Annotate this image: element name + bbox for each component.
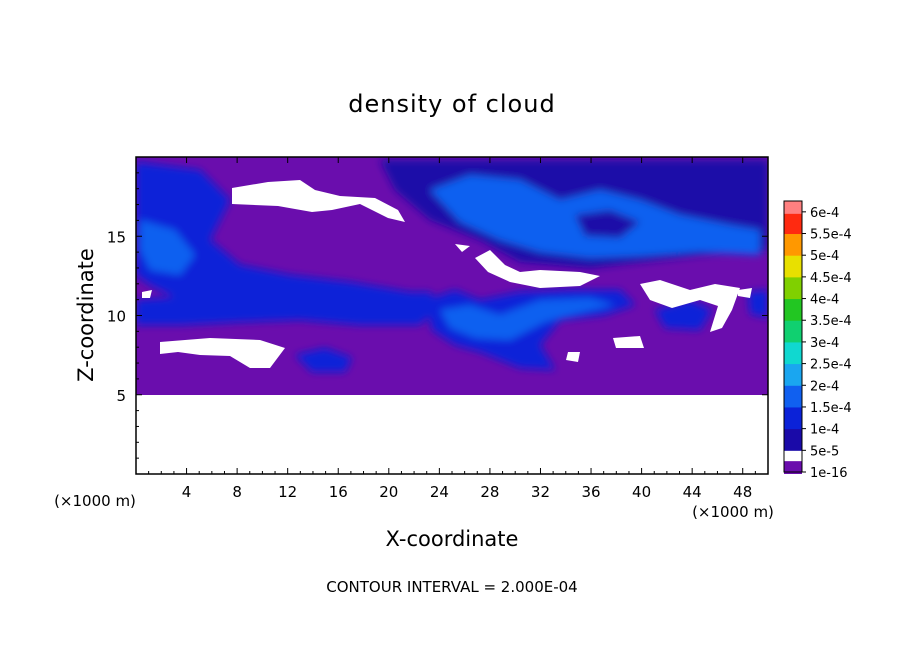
x-tick-label: 8 <box>232 483 242 501</box>
middle-band-contour <box>136 292 440 325</box>
cloud-contours <box>136 160 768 372</box>
colorbar-swatch <box>784 233 802 256</box>
y-axis: 5 10 15 <box>107 172 768 459</box>
right-edge-contour <box>748 290 768 318</box>
no-data-patch <box>142 290 152 298</box>
colorbar-label: 2.5e-4 <box>810 358 852 373</box>
left-band-contour <box>136 162 410 305</box>
no-data-patch <box>738 288 752 298</box>
no-data-patch <box>613 336 644 348</box>
x-tick-label: 20 <box>379 483 398 501</box>
contour-interval-note: CONTOUR INTERVAL = 2.000E-04 <box>326 578 577 596</box>
x-tick-label: 24 <box>430 483 449 501</box>
colorbar-label: 3e-4 <box>810 336 839 351</box>
y-tick-label: 5 <box>116 387 126 405</box>
colorbar-label: 5.5e-4 <box>810 228 852 243</box>
x-tick-label: 44 <box>683 483 702 501</box>
x-tick-label: 48 <box>733 483 752 501</box>
plot-area <box>136 157 768 474</box>
x-unit-left: (×1000 m) <box>54 492 136 510</box>
colorbar-swatch <box>784 385 802 408</box>
colorbar-label: 5e-5 <box>810 444 839 459</box>
colorbar-swatch <box>784 276 802 300</box>
colorbar-label: 6e-4 <box>810 206 839 221</box>
colorbar-swatch <box>784 363 802 386</box>
colorbar-label: 4.5e-4 <box>810 271 852 286</box>
colorbar-label: 3.5e-4 <box>810 314 852 329</box>
colorbar-swatch <box>784 298 802 321</box>
colorbar-label: 2e-4 <box>810 379 839 394</box>
no-data-patch <box>232 180 405 222</box>
no-data-regions <box>136 180 768 474</box>
colorbar-swatch <box>784 461 802 474</box>
x-tick-label: 40 <box>632 483 651 501</box>
x-unit-right: (×1000 m) <box>692 503 774 521</box>
x-axis-label: X-coordinate <box>386 527 519 551</box>
colorbar-swatch <box>784 428 802 451</box>
no-data-patch <box>566 352 580 362</box>
y-axis-label: Z-coordinate <box>74 248 98 382</box>
colorbar-swatch <box>784 211 802 235</box>
colorbar-swatch <box>784 201 802 214</box>
right-blob-contour <box>655 300 712 330</box>
lower-blob-contour <box>295 348 352 372</box>
colorbar-label: 5e-4 <box>810 249 839 264</box>
x-tick-label: 28 <box>480 483 499 501</box>
colorbar: 1e-16 5e-5 1e-4 1.5e-4 2e-4 2.5e-4 3e-4 3.5e-4 4… <box>783 200 852 481</box>
colorbar-label: 1e-16 <box>810 466 848 481</box>
y-tick-label: 10 <box>107 308 126 326</box>
y-tick-label: 15 <box>107 228 126 246</box>
x-axis: 4 8 12 16 20 24 28 32 36 40 44 48 <box>148 157 756 501</box>
colorbar-label: 4e-4 <box>810 293 839 308</box>
colorbar-swatch <box>784 320 802 343</box>
central-core-contour <box>440 298 615 340</box>
x-tick-label: 36 <box>581 483 600 501</box>
colorbar-label: 1.5e-4 <box>810 401 852 416</box>
x-tick-label: 12 <box>278 483 297 501</box>
no-data-patch <box>640 280 740 332</box>
colorbar-swatch <box>784 341 802 365</box>
colorbar-frame <box>783 200 803 473</box>
no-data-patch <box>160 338 285 368</box>
colorbar-swatch <box>784 406 802 430</box>
colorbar-label: 1e-4 <box>810 423 839 438</box>
chart-title: density of cloud <box>348 90 555 118</box>
no-data-patch <box>455 244 470 252</box>
left-core-contour <box>140 220 195 275</box>
no-data-patch <box>475 250 600 288</box>
x-tick-label: 16 <box>329 483 348 501</box>
x-tick-label: 4 <box>182 483 192 501</box>
no-data-below-5 <box>136 395 768 474</box>
upper-pocket-contour <box>575 210 640 238</box>
x-tick-label: 32 <box>531 483 550 501</box>
colorbar-swatch <box>784 255 802 278</box>
